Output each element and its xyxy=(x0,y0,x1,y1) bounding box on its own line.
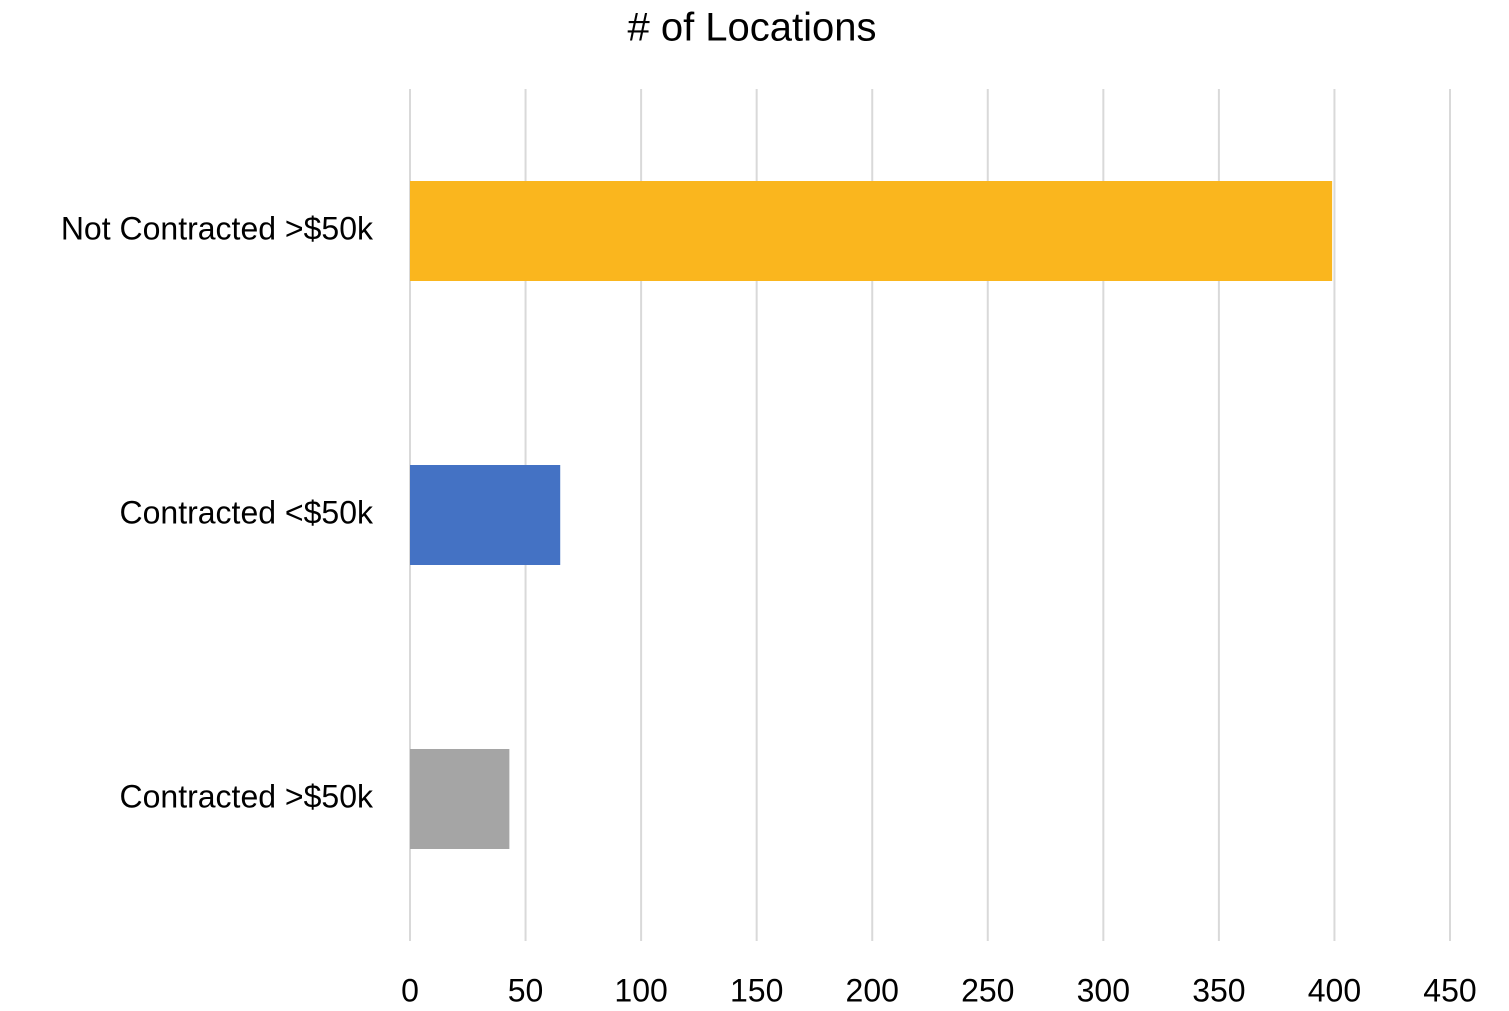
x-tick-label: 250 xyxy=(961,972,1014,1008)
x-tick-label: 150 xyxy=(730,972,783,1008)
bar xyxy=(410,749,510,849)
bar xyxy=(410,465,561,565)
y-tick-label: Not Contracted >$50k xyxy=(61,210,374,246)
x-tick-label: 100 xyxy=(614,972,667,1008)
y-tick-label: Contracted <$50k xyxy=(120,494,375,530)
x-tick-label: 0 xyxy=(401,972,419,1008)
y-tick-label: Contracted >$50k xyxy=(120,778,375,814)
x-tick-label: 400 xyxy=(1308,972,1361,1008)
x-tick-label: 450 xyxy=(1423,972,1476,1008)
chart-title: # of Locations xyxy=(627,6,876,50)
x-tick-label: 200 xyxy=(846,972,899,1008)
x-tick-label: 50 xyxy=(508,972,544,1008)
bar xyxy=(410,181,1333,281)
x-tick-label: 350 xyxy=(1192,972,1245,1008)
x-tick-label: 300 xyxy=(1077,972,1130,1008)
